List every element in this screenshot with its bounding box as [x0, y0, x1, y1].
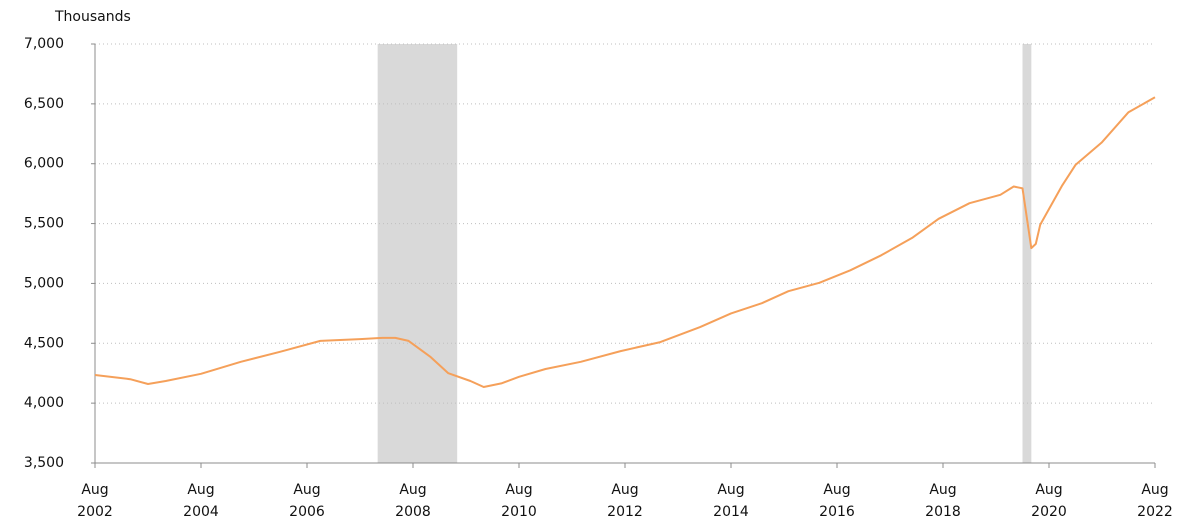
x-tick-label: 2006	[289, 504, 325, 520]
x-tick-label: Aug	[187, 482, 214, 498]
x-tick-label: 2002	[77, 504, 113, 520]
y-tick-label: 4,500	[24, 335, 64, 351]
x-tick-label: Aug	[823, 482, 850, 498]
y-tick-label: 4,000	[24, 395, 64, 411]
x-tick-label: 2008	[395, 504, 431, 520]
x-tick-label: 2010	[501, 504, 537, 520]
x-tick-label: 2004	[183, 504, 219, 520]
x-tick-label: Aug	[399, 482, 426, 498]
shaded-period	[377, 44, 458, 463]
x-tick-label: 2022	[1137, 504, 1173, 520]
shaded-period	[1022, 44, 1032, 463]
x-tick-label: 2018	[925, 504, 961, 520]
x-tick-label: 2020	[1031, 504, 1067, 520]
y-tick-label: 6,000	[24, 156, 64, 172]
x-tick-label: Aug	[1035, 482, 1062, 498]
x-tick-label: Aug	[611, 482, 638, 498]
x-tick-label: Aug	[505, 482, 532, 498]
x-tick-label: 2012	[607, 504, 643, 520]
x-tick-label: Aug	[81, 482, 108, 498]
x-tick-label: Aug	[717, 482, 744, 498]
data-line	[94, 96, 1156, 388]
x-tick-label: Aug	[929, 482, 956, 498]
x-tick-label: Aug	[1141, 482, 1168, 498]
y-tick-label: 6,500	[24, 96, 64, 112]
y-tick-label: 5,500	[24, 216, 64, 232]
x-tick-label: 2014	[713, 504, 749, 520]
y-tick-label: 3,500	[24, 455, 64, 471]
y-tick-label: 5,000	[24, 275, 64, 291]
x-tick-label: 2016	[819, 504, 855, 520]
x-tick-label: Aug	[293, 482, 320, 498]
y-axis-label: Thousands	[54, 9, 131, 25]
y-tick-label: 7,000	[24, 36, 64, 52]
